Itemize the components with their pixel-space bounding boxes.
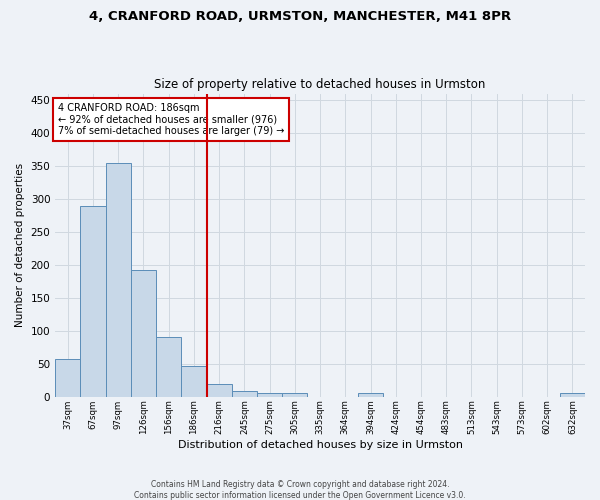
Text: 4 CRANFORD ROAD: 186sqm
← 92% of detached houses are smaller (976)
7% of semi-de: 4 CRANFORD ROAD: 186sqm ← 92% of detache…	[58, 102, 284, 136]
Bar	[106, 164, 131, 397]
Bar	[560, 394, 585, 397]
X-axis label: Distribution of detached houses by size in Urmston: Distribution of detached houses by size …	[178, 440, 463, 450]
Bar	[282, 394, 307, 397]
Bar	[358, 394, 383, 397]
Y-axis label: Number of detached properties: Number of detached properties	[15, 163, 25, 327]
Bar	[156, 337, 181, 397]
Bar	[55, 359, 80, 397]
Text: Contains HM Land Registry data © Crown copyright and database right 2024.
Contai: Contains HM Land Registry data © Crown c…	[134, 480, 466, 500]
Title: Size of property relative to detached houses in Urmston: Size of property relative to detached ho…	[154, 78, 486, 91]
Bar	[131, 270, 156, 397]
Text: 4, CRANFORD ROAD, URMSTON, MANCHESTER, M41 8PR: 4, CRANFORD ROAD, URMSTON, MANCHESTER, M…	[89, 10, 511, 23]
Bar	[206, 384, 232, 397]
Bar	[257, 394, 282, 397]
Bar	[232, 391, 257, 397]
Bar	[181, 366, 206, 397]
Bar	[80, 206, 106, 397]
